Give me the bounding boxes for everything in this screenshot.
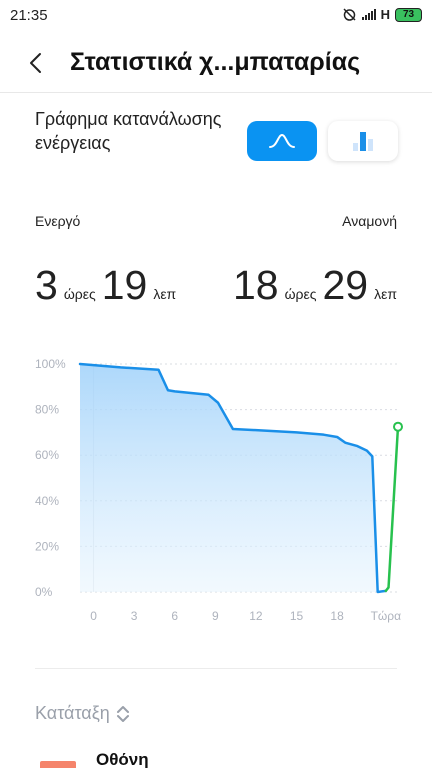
sort-chevrons-icon <box>116 705 129 722</box>
y-tick-label: 40% <box>35 494 59 508</box>
page-title: Στατιστικά χ...μπαταρίας <box>70 48 361 76</box>
section-divider <box>35 668 397 669</box>
list-item-title[interactable]: Οθόνη <box>96 750 149 768</box>
sort-button[interactable]: Κατάταξη <box>35 703 130 724</box>
standby-hours-unit: ώρες <box>284 286 317 302</box>
active-hours-unit: ώρες <box>63 286 96 302</box>
active-label: Ενεργό <box>35 213 81 229</box>
active-time: 3 ώρες 19 λεπ <box>35 262 176 309</box>
battery-icon: 73 <box>395 7 422 22</box>
series-area-fill <box>80 364 386 592</box>
sort-label: Κατάταξη <box>35 703 110 723</box>
standby-hours: 18 <box>232 262 279 308</box>
chart-svg: 100% 80% 60% 40% 20% 0% 0 3 6 9 12 15 18 Τώρα <box>35 357 403 623</box>
y-tick-label: 100% <box>35 357 66 371</box>
curve-view-toggle[interactable] <box>247 121 317 161</box>
charging-line <box>384 425 400 593</box>
y-tick-label: 60% <box>35 448 59 462</box>
header: Στατιστικά χ...μπαταρίας <box>0 40 432 86</box>
x-tick-label: 3 <box>131 609 138 623</box>
network-type: H <box>380 7 390 22</box>
discharge-line <box>78 362 388 594</box>
curve-icon <box>269 133 295 148</box>
active-hours: 3 <box>35 262 58 308</box>
back-button[interactable] <box>22 50 52 76</box>
back-arrow-icon <box>30 53 41 73</box>
y-tick-label: 0% <box>35 585 53 599</box>
signal-icon <box>361 9 376 20</box>
standby-minutes: 29 <box>322 262 369 308</box>
battery-level: 73 <box>402 9 415 20</box>
battery-level-chart: 100% 80% 60% 40% 20% 0% 0 3 6 9 12 15 18 Τώρα <box>0 340 432 640</box>
status-time: 21:35 <box>10 7 48 24</box>
standby-minutes-unit: λεπ <box>374 286 397 302</box>
active-minutes-unit: λεπ <box>153 286 177 302</box>
header-divider <box>0 92 432 93</box>
y-tick-label: 80% <box>35 403 59 417</box>
screen-color-swatch <box>40 761 76 768</box>
x-tick-label: 18 <box>330 609 344 623</box>
bar-view-toggle[interactable] <box>328 121 398 161</box>
alarm-off-icon <box>343 8 356 21</box>
status-icons: H 73 <box>342 7 422 22</box>
x-tick-label: 0 <box>90 609 97 623</box>
bar-chart-icon <box>353 132 373 151</box>
graph-type-label: Γράφημα κατανάλωσης ενέργειας <box>35 109 222 153</box>
standby-label: Αναμονή <box>342 213 397 229</box>
active-minutes: 19 <box>101 262 148 308</box>
x-tick-label: 12 <box>249 609 263 623</box>
status-bar: 21:35 H 73 <box>0 0 432 30</box>
x-tick-label: 9 <box>212 609 219 623</box>
standby-time: 18 ώρες 29 λεπ <box>233 262 397 309</box>
x-tick-label: 6 <box>171 609 178 623</box>
x-tick-label: Τώρα <box>371 609 402 623</box>
current-level-marker <box>393 421 403 432</box>
x-tick-label: 15 <box>290 609 304 623</box>
y-tick-label: 20% <box>35 539 59 553</box>
